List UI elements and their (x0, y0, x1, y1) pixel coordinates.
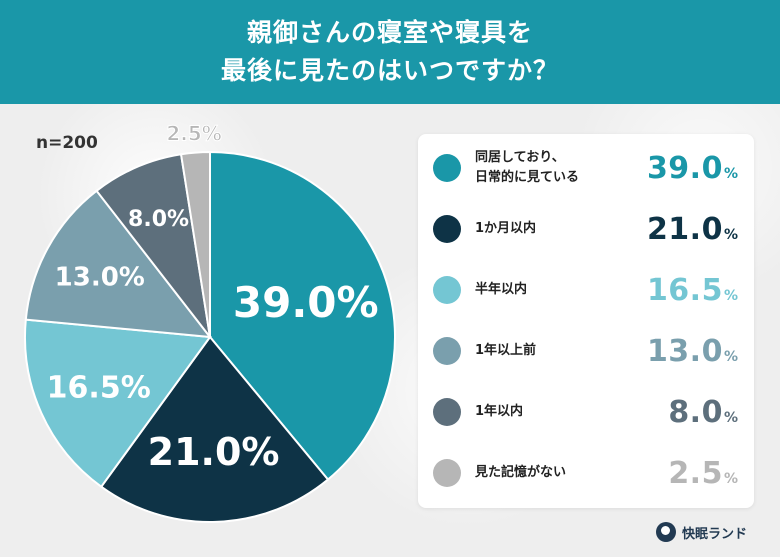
pie-label-6: 2.5% (166, 122, 221, 146)
legend-panel: 同居しており、 日常的に見ている 39.0% 1か月以内 21.0% 半年以内 16.5% 1… (418, 134, 754, 508)
legend-label: 見た記憶がない (475, 465, 567, 480)
pie-label-2: 21.0% (148, 430, 280, 474)
pie-slice-1 (209, 150, 396, 481)
legend-item: 見た記憶がない 2.5% (418, 443, 754, 503)
legend-label: 1か月以内 (475, 221, 537, 236)
legend-label: 1年以内 (475, 404, 524, 419)
pie-slice-6 (179, 150, 211, 338)
title-banner: 親御さんの寝室や寝具を 最後に見たのはいつですか？ (0, 0, 780, 104)
sample-size-label: n=200 (36, 133, 98, 153)
brand-logo: 快眠ランド (656, 520, 747, 544)
pie-slice-2 (99, 335, 330, 523)
title-line-2: 最後に見たのはいつですか？ (220, 56, 559, 85)
pie-label-1: 39.0% (233, 278, 379, 327)
brand-name: 快眠ランド (682, 526, 748, 542)
legend-label: 1年以上前 (475, 343, 537, 358)
legend-item: 半年以内 16.5% (418, 260, 754, 320)
legend-label: 同居しており、 日常的に見ている (475, 150, 580, 185)
legend-dot-icon (433, 276, 461, 304)
legend-value: 13.0% (646, 333, 738, 369)
pie-label-5: 8.0% (128, 207, 189, 232)
legend-value: 8.0% (668, 394, 738, 430)
legend-label: 半年以内 (475, 282, 528, 297)
pie-chart: 39.0% 21.0% 16.5% 13.0% 8.0% 2.5% (24, 121, 396, 523)
pie-slice-4 (24, 189, 213, 339)
title-line-1: 親御さんの寝室や寝具を (246, 18, 533, 47)
pie-label-4: 13.0% (55, 262, 145, 292)
legend-dot-icon (433, 337, 461, 365)
pie-slice-3 (24, 318, 212, 489)
pie-label-3: 16.5% (47, 371, 151, 406)
legend-value: 39.0% (646, 150, 738, 186)
legend-item: 1年以内 8.0% (418, 382, 754, 442)
legend-value: 21.0% (646, 211, 738, 247)
legend-item: 1か月以内 21.0% (418, 199, 754, 259)
legend-item: 同居しており、 日常的に見ている 39.0% (418, 138, 754, 198)
legend-value: 16.5% (646, 272, 738, 308)
moon-logo-icon (656, 522, 676, 542)
legend-dot-icon (433, 215, 461, 243)
legend-value: 2.5% (668, 455, 738, 491)
legend-item: 1年以上前 13.0% (418, 321, 754, 381)
pie-slice-5 (95, 153, 211, 338)
legend-dot-icon (433, 459, 461, 487)
legend-dot-icon (433, 398, 461, 426)
legend-dot-icon (433, 154, 461, 182)
